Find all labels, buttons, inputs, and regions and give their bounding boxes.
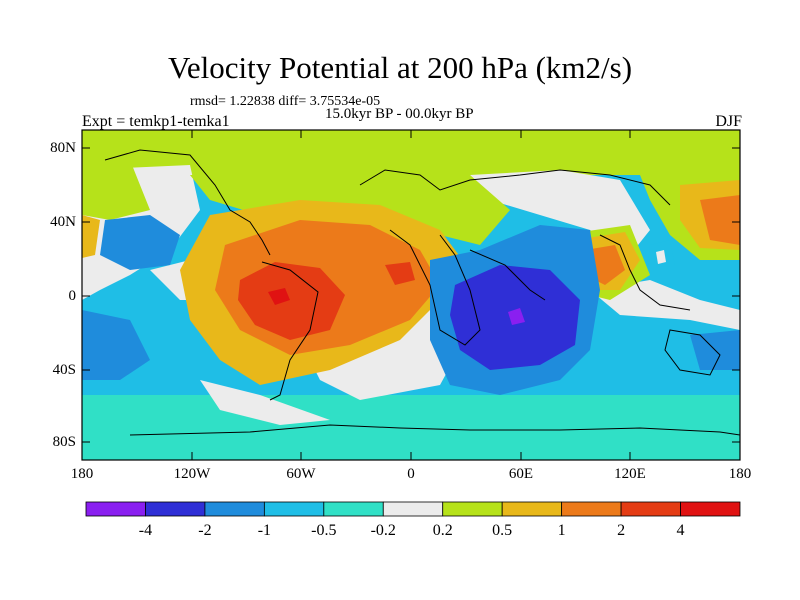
- colorbar-label: -0.5: [311, 522, 337, 539]
- colorbar-swatch: [382, 501, 444, 517]
- colorbar-swatch: [680, 501, 741, 517]
- colorbar-swatch: [204, 501, 265, 517]
- colorbar-swatch: [263, 501, 325, 517]
- colorbar-swatch: [501, 501, 563, 517]
- colorbar-swatch: [442, 501, 503, 517]
- colorbar-label: 2: [617, 522, 626, 539]
- colorbar-swatch: [145, 501, 206, 517]
- colorbar-label: 0.5: [492, 522, 513, 539]
- colorbar-swatch: [85, 501, 146, 517]
- contour-field: [82, 130, 740, 460]
- y-axis-label-0: 0: [68, 288, 77, 304]
- axis-ticks: [81, 130, 741, 460]
- x-axis-label-180e: 180: [728, 466, 752, 482]
- map-title: Velocity Potential at 200 hPa (km2/s): [167, 50, 633, 85]
- colorbar: [85, 501, 741, 517]
- x-axis-label-180w: 180: [70, 466, 94, 482]
- x-axis-label-120e: 120E: [614, 466, 646, 482]
- time-period-label: 15.0kyr BP - 00.0kyr BP: [325, 106, 474, 122]
- season-label: DJF: [715, 113, 742, 130]
- x-axis-label-60w: 60W: [286, 466, 316, 482]
- rmsd-diff-stats: rmsd= 1.22838 diff= 3.75534e-05: [190, 94, 381, 109]
- colorbar-swatch: [561, 501, 622, 517]
- y-axis-label-80s: 80S: [52, 434, 76, 450]
- colorbar-label: -0.2: [370, 522, 396, 539]
- colorbar-swatch: [323, 501, 384, 517]
- colorbar-swatch: [620, 501, 681, 517]
- coastlines: [104, 149, 740, 436]
- x-axis-label-60e: 60E: [508, 466, 534, 482]
- y-axis-label-40s: 40S: [52, 362, 76, 378]
- colorbar-label: -2: [198, 522, 212, 539]
- colorbar-label: -4: [138, 522, 153, 539]
- colorbar-label: -1: [257, 522, 272, 539]
- y-axis-label-80n: 80N: [50, 140, 76, 156]
- colorbar-label: 4: [676, 522, 685, 539]
- experiment-label: Expt = temkp1-temka1: [82, 113, 230, 130]
- y-axis-label-40n: 40N: [50, 214, 76, 230]
- colorbar-label: 1: [557, 522, 566, 539]
- colorbar-label: 0.2: [432, 522, 453, 539]
- x-axis-label-120w: 120W: [173, 466, 211, 482]
- x-axis-label-0: 0: [407, 466, 415, 482]
